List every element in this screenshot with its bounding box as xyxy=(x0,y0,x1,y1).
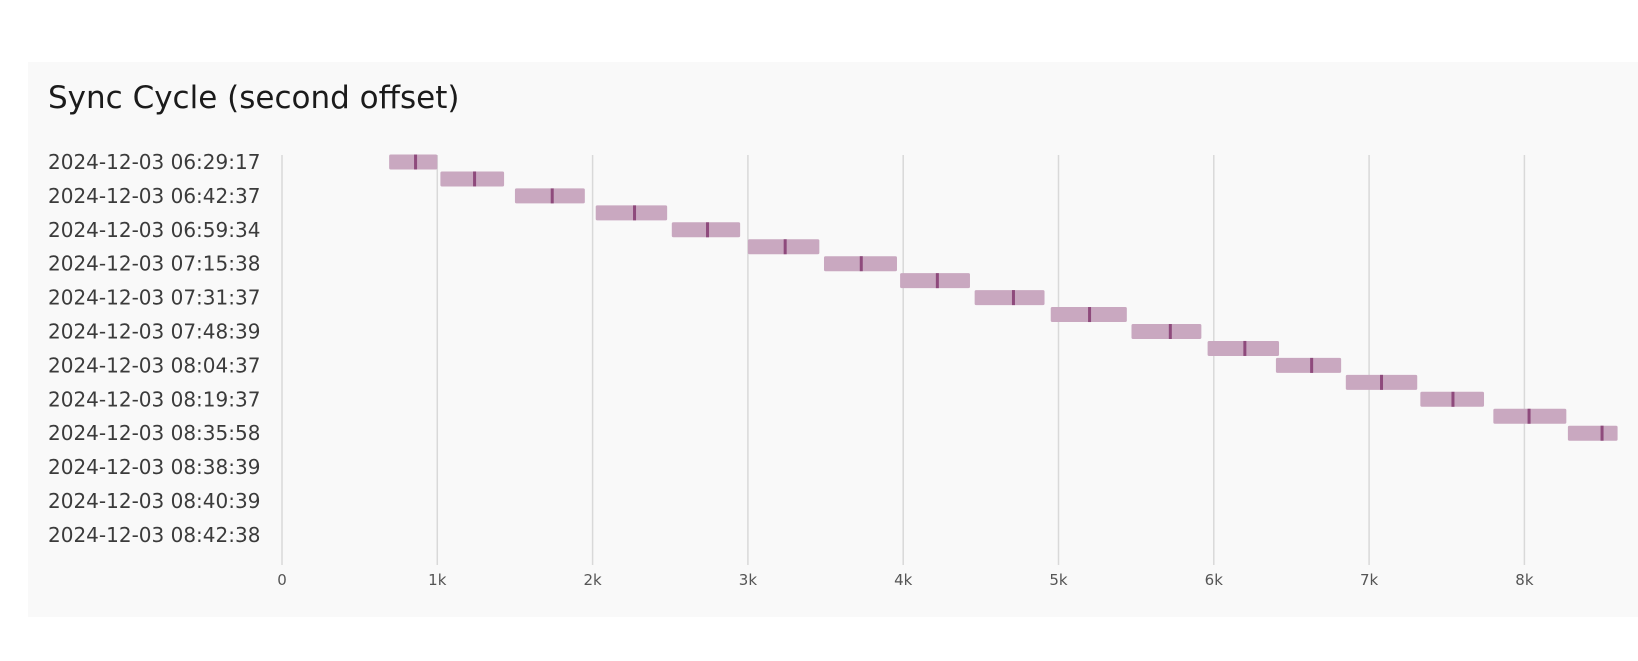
y-category-label: 2024-12-03 07:48:39 xyxy=(48,320,260,344)
x-tick-label: 2k xyxy=(583,571,602,589)
range-median-marker xyxy=(706,222,710,238)
y-category-label: 2024-12-03 06:29:17 xyxy=(48,150,260,174)
y-category-label: 2024-12-03 08:42:38 xyxy=(48,523,260,547)
gridlines xyxy=(281,155,1526,565)
range-bar[interactable] xyxy=(389,154,438,170)
range-bar[interactable] xyxy=(747,239,820,255)
range-median-marker xyxy=(550,188,554,204)
range-median-marker xyxy=(1310,357,1314,373)
range-median-marker xyxy=(1600,425,1604,441)
range-median-marker xyxy=(1527,408,1531,424)
x-axis-ticks: 0 1k 2k 3k 4k 5k 6k 7k 8k xyxy=(277,571,1534,589)
x-tick-label: 3k xyxy=(739,571,758,589)
range-median-marker xyxy=(414,154,418,170)
x-tick-label: 8k xyxy=(1515,571,1534,589)
range-bar[interactable] xyxy=(514,188,585,204)
range-median-marker xyxy=(1011,290,1015,306)
y-category-label: 2024-12-03 06:59:34 xyxy=(48,218,260,242)
range-bars xyxy=(389,154,1618,441)
chart-title: Sync Cycle (second offset) xyxy=(48,80,460,116)
range-bar[interactable] xyxy=(1131,324,1202,339)
range-median-marker xyxy=(633,205,637,221)
y-category-label: 2024-12-03 08:35:58 xyxy=(48,421,260,445)
range-median-marker xyxy=(935,273,939,289)
y-category-label: 2024-12-03 07:31:37 xyxy=(48,286,260,310)
range-median-marker xyxy=(1380,374,1384,390)
y-category-label: 2024-12-03 08:04:37 xyxy=(48,353,260,377)
range-median-marker xyxy=(1088,307,1092,323)
range-median-marker xyxy=(1451,391,1455,407)
y-axis-labels: 2024-12-03 06:29:17 2024-12-03 06:42:37 20… xyxy=(48,150,260,547)
y-category-label: 2024-12-03 06:42:37 xyxy=(48,184,260,208)
y-category-label: 2024-12-03 07:15:38 xyxy=(48,252,260,276)
x-tick-label: 7k xyxy=(1360,571,1379,589)
x-tick-label: 4k xyxy=(894,571,913,589)
range-bar[interactable] xyxy=(900,273,970,289)
range-median-marker xyxy=(1168,324,1172,339)
x-tick-label: 1k xyxy=(428,571,447,589)
range-bar[interactable] xyxy=(595,205,668,221)
y-category-label: 2024-12-03 08:38:39 xyxy=(48,455,260,479)
x-tick-label: 5k xyxy=(1049,571,1068,589)
range-bar[interactable] xyxy=(1207,340,1280,356)
range-bar[interactable] xyxy=(671,222,741,238)
range-bar[interactable] xyxy=(974,290,1045,306)
range-median-marker xyxy=(783,239,787,255)
range-median-marker xyxy=(1243,340,1247,356)
range-bar[interactable] xyxy=(1567,425,1618,441)
y-category-label: 2024-12-03 08:19:37 xyxy=(48,387,260,411)
x-tick-label: 6k xyxy=(1205,571,1224,589)
range-median-marker xyxy=(859,256,863,272)
range-median-marker xyxy=(473,171,477,187)
range-bar[interactable] xyxy=(1275,357,1342,373)
x-tick-label: 0 xyxy=(277,571,287,589)
range-bar[interactable] xyxy=(440,171,505,187)
y-category-label: 2024-12-03 08:40:39 xyxy=(48,489,260,513)
